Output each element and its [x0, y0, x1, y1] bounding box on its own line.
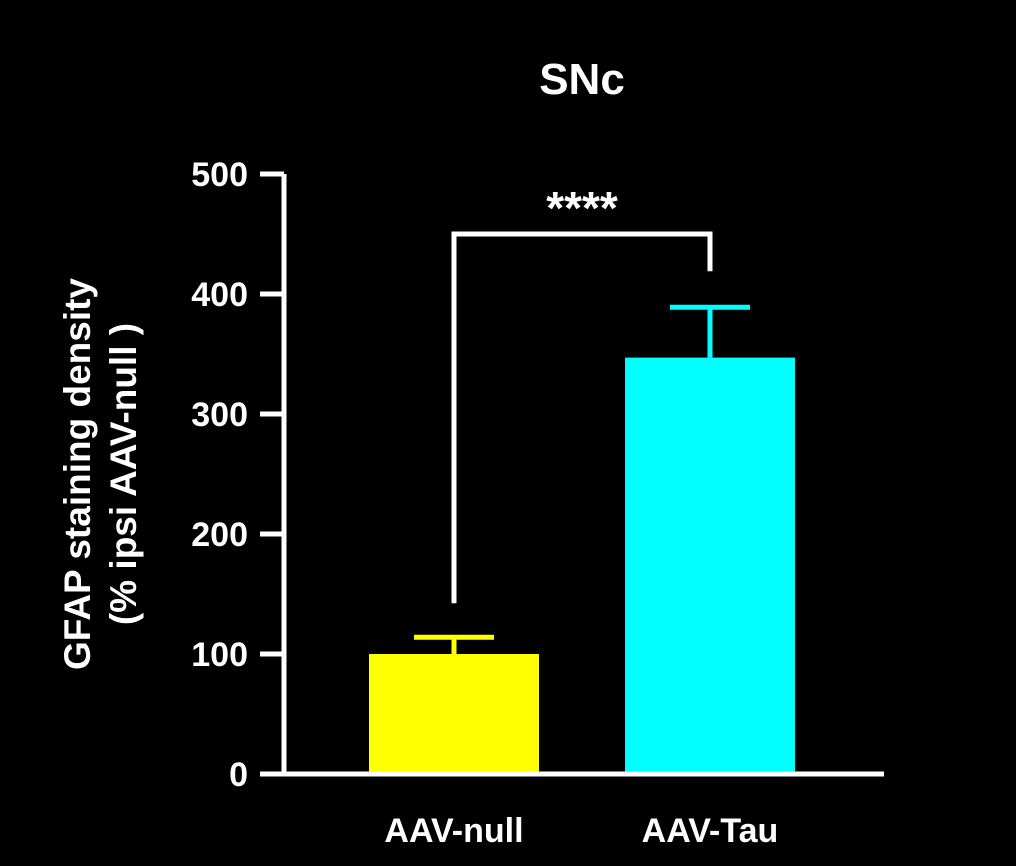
x-category-labels: AAV-null AAV-Tau — [384, 812, 778, 850]
y-tick-label: 200 — [191, 516, 248, 554]
significance-label: **** — [546, 182, 618, 234]
y-tick-label: 300 — [191, 396, 248, 434]
y-tick-label: 500 — [191, 156, 248, 194]
significance-bracket — [451, 231, 713, 604]
y-axis-label-line1: GFAP staining density — [57, 278, 98, 670]
y-tick-label: 0 — [229, 756, 248, 794]
y-tick-label: 400 — [191, 276, 248, 314]
y-ticks-layer: 0 100 200 300 400 500 — [191, 156, 284, 794]
bar-aav-tau — [625, 357, 795, 774]
error-bars-layer — [414, 304, 750, 654]
bar-aav-null — [369, 654, 539, 774]
bars-layer — [369, 357, 795, 774]
y-tick-label: 100 — [191, 636, 248, 674]
chart-title: SNc — [539, 55, 625, 104]
x-category-label-1: AAV-Tau — [642, 812, 779, 850]
y-axis-label-line2: (% ipsi AAV-null ) — [103, 323, 144, 625]
x-category-label-0: AAV-null — [384, 812, 523, 850]
